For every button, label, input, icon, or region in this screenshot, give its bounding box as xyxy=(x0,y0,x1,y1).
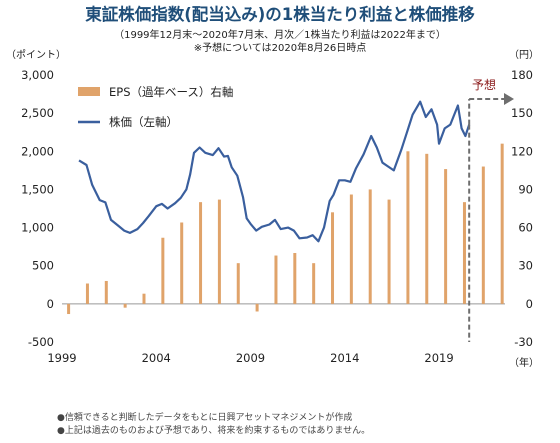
forecast-label: 予想 xyxy=(472,77,496,92)
eps-bar xyxy=(444,169,448,304)
legend: EPS（過年ベース）右軸 株価（左軸） xyxy=(78,85,233,129)
left-tick-label: -500 xyxy=(28,335,54,349)
left-tick-label: 2,000 xyxy=(21,144,54,158)
x-tick-label: 2014 xyxy=(330,351,359,365)
left-tick-label: 1,000 xyxy=(21,221,54,235)
eps-bar xyxy=(85,283,89,304)
eps-bar xyxy=(67,303,71,315)
eps-bar xyxy=(349,194,353,304)
eps-bar xyxy=(274,255,278,304)
eps-bar xyxy=(312,263,316,304)
legend-line-label: 株価（左軸） xyxy=(109,115,178,129)
eps-bar xyxy=(217,199,221,304)
legend-bar-label: EPS（過年ベース）右軸 xyxy=(109,85,233,99)
eps-bar xyxy=(425,153,429,304)
eps-bar xyxy=(255,303,259,312)
x-tick-label: 2004 xyxy=(142,351,171,365)
x-axis-unit: （年） xyxy=(509,356,539,369)
right-axis-unit: （円） xyxy=(509,49,539,61)
right-tick-label: -30 xyxy=(514,335,533,349)
eps-bar xyxy=(387,199,391,304)
right-tick-label: 90 xyxy=(518,182,533,196)
eps-bar xyxy=(481,166,485,304)
right-tick-label: 120 xyxy=(511,144,533,158)
right-tick-label: 180 xyxy=(511,68,533,82)
right-tick-label: 0 xyxy=(526,297,533,311)
eps-bar xyxy=(293,253,297,304)
chart-title: 東証株価指数(配当込み)の1株当たり利益と株価推移 xyxy=(85,4,475,24)
forecast-arrow-head xyxy=(504,93,514,105)
eps-bar xyxy=(161,237,165,304)
eps-bar xyxy=(406,151,410,304)
left-tick-label: 3,000 xyxy=(21,68,54,82)
eps-bar xyxy=(462,202,466,304)
left-tick-label: 2,500 xyxy=(21,106,54,120)
x-tick-label: 1999 xyxy=(47,351,76,365)
left-axis-unit: （ポイント） xyxy=(6,49,66,61)
right-tick-label: 30 xyxy=(518,259,533,273)
chart-subtitle-2: ※予想については2020年8月26日時点 xyxy=(194,41,366,54)
eps-bar xyxy=(331,212,335,304)
right-tick-label: 150 xyxy=(511,106,533,120)
left-tick-label: 0 xyxy=(47,297,54,311)
left-tick-label: 1,500 xyxy=(21,182,54,196)
eps-bar xyxy=(199,202,203,304)
chart-subtitle-1: （1999年12月末～2020年7月末、月次／1株当たり利益は2022年まで） xyxy=(114,28,446,41)
eps-bar xyxy=(123,303,127,308)
x-tick-label: 2009 xyxy=(236,351,265,365)
eps-bar xyxy=(142,293,146,304)
note-1: ●信頼できると判断したデータをもとに日興アセットマネジメントが作成 xyxy=(57,411,352,423)
eps-bar xyxy=(236,263,240,304)
eps-bar xyxy=(104,280,108,304)
eps-bar xyxy=(180,222,184,304)
legend-bar-swatch xyxy=(78,87,100,96)
eps-bar xyxy=(500,143,504,304)
left-tick-label: 500 xyxy=(32,259,54,273)
plot-area: 3,000 2,500 2,000 1,500 1,000 500 0 -500 180 150 1… xyxy=(21,68,533,365)
eps-bar xyxy=(368,189,372,304)
index-line xyxy=(78,100,471,243)
x-tick-label: 2019 xyxy=(424,351,453,365)
right-tick-label: 60 xyxy=(518,221,533,235)
note-2: ●上記は過去のものおよび予想であり、将来を約束するものではありません。 xyxy=(57,424,370,436)
